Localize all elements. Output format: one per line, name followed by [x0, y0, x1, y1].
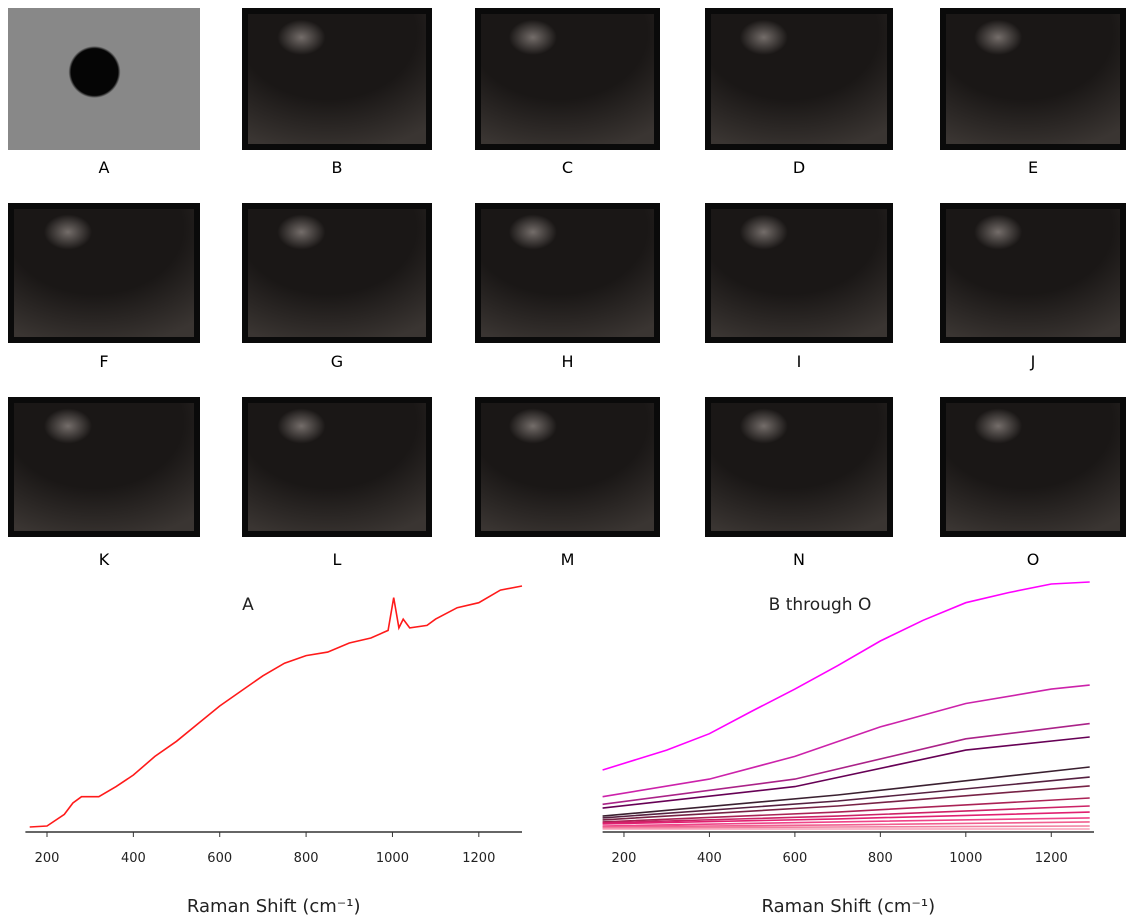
x-tick-label: 200	[35, 851, 60, 866]
x-tick-label: 600	[207, 851, 232, 866]
x-tick-label: 800	[868, 851, 893, 866]
x-tick-label: 400	[697, 851, 722, 866]
x-tick-label: 800	[294, 851, 319, 866]
x-tick-label: 600	[782, 851, 807, 866]
spectrum-line	[603, 737, 1090, 808]
x-tick-label: 400	[121, 851, 146, 866]
spectrum-line	[603, 685, 1090, 797]
charts: A Raman Shift (cm⁻¹) 200 400 600 800 1000 1200 B…	[0, 0, 1126, 924]
x-axis-label: Raman Shift (cm⁻¹)	[761, 896, 935, 917]
x-axis-label: Raman Shift (cm⁻¹)	[187, 896, 361, 917]
chart-title: A	[242, 595, 254, 615]
figure: ABCDEFGHIJKLMNOARaman Shift (cm⁻¹)200400…	[0, 0, 1126, 924]
x-tick-label: 1200	[462, 851, 495, 866]
spectrum-line	[30, 586, 522, 827]
x-tick-label: 200	[612, 851, 637, 866]
x-tick-label: 1000	[949, 851, 982, 866]
x-tick-label: 1000	[376, 851, 409, 866]
chart-title: B through O	[769, 595, 872, 615]
x-tick-label: 1200	[1035, 851, 1068, 866]
